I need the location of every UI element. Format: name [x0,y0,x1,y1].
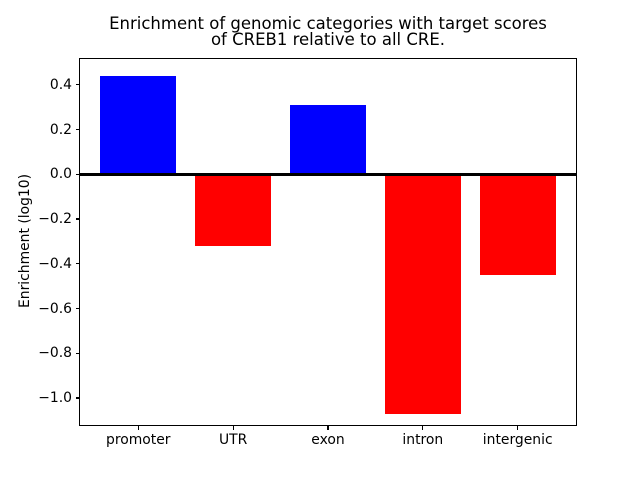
x-tick-label-intron: intron [402,432,444,448]
y-tick-mark [75,352,79,354]
y-axis-label: Enrichment (log10) [17,173,33,309]
y-tick-mark [75,397,79,399]
zero-baseline [80,173,576,176]
bar-exon [290,104,366,175]
x-tick-mark [422,426,424,430]
x-tick-label-intergenic: intergenic [482,432,553,448]
y-tick-label: −1.0 [38,390,72,407]
y-tick-label: 0.2 [49,121,72,138]
bar-intergenic [479,174,556,275]
y-tick-label: 0.4 [49,76,72,93]
y-tick-mark [75,128,79,131]
y-tick-label: −0.2 [38,211,72,228]
y-tick-label: −0.6 [38,300,72,317]
y-tick-mark [75,263,79,265]
bar-promoter [100,75,177,175]
chart-title: Enrichment of genomic categories with ta… [109,14,547,49]
y-tick-mark [75,218,79,220]
plot-area [79,58,577,426]
y-tick-label: 0.0 [49,166,72,183]
y-tick-label: −0.4 [38,255,72,272]
y-tick-mark [75,84,79,86]
x-tick-mark [232,426,234,430]
bar-intron [384,174,461,414]
y-tick-mark [75,173,79,175]
x-tick-mark [327,426,329,430]
x-tick-label-promoter: promoter [106,432,171,448]
x-tick-label-UTR: UTR [218,432,248,448]
x-tick-mark [137,426,139,430]
x-tick-label-exon: exon [311,432,345,448]
x-tick-mark [517,426,519,430]
bar-UTR [195,174,272,246]
y-tick-mark [75,307,79,310]
y-tick-label: −0.8 [38,345,72,362]
